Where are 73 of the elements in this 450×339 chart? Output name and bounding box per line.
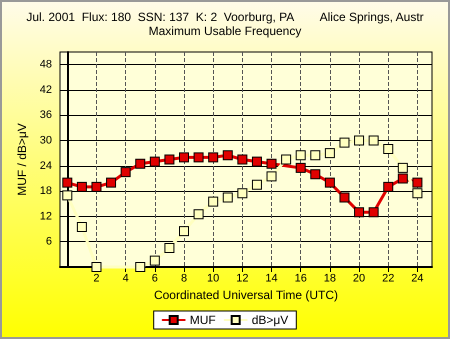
point (324, 148, 335, 158)
point (310, 169, 320, 180)
point (398, 173, 408, 184)
x-tick-label: 4 (122, 272, 129, 284)
point (76, 182, 87, 192)
point (383, 144, 394, 154)
point (62, 178, 72, 188)
y-tick-label: 6 (46, 236, 52, 248)
chart-title: Jul. 2001 Flux: 180 SSN: 137 K: 2 Voorburg, PA Alice Springs, Austr (26, 10, 424, 24)
point (412, 178, 422, 188)
point (339, 138, 350, 148)
x-axis-title: Coordinated Universal Time (UTC) (154, 288, 338, 302)
y-tick-label: 30 (40, 134, 52, 147)
y-tick-label: 18 (40, 185, 52, 198)
point (266, 158, 277, 169)
point (296, 162, 306, 173)
y-tick-label: 48 (40, 58, 52, 71)
point (194, 152, 204, 162)
x-tick-label: 10 (207, 272, 220, 284)
y-tick-label: 36 (40, 109, 52, 122)
x-tick-label: 16 (294, 272, 307, 284)
point (135, 262, 146, 272)
point (208, 152, 218, 162)
x-tick-label: 24 (411, 272, 424, 284)
y-tick-label: 12 (40, 210, 52, 222)
point (354, 136, 364, 146)
point (179, 152, 189, 162)
point (383, 182, 394, 192)
point (179, 226, 189, 236)
x-tick-label: 2 (93, 272, 100, 284)
point (91, 262, 102, 272)
point (310, 150, 320, 160)
point (164, 243, 174, 254)
x-tick-label: 6 (152, 272, 158, 284)
point (339, 192, 350, 202)
x-tick-label: 18 (324, 272, 336, 284)
y-axis-title: MUF / dB>μV (15, 123, 29, 196)
point (368, 136, 379, 146)
point (237, 154, 248, 164)
legend-label: dB>μV (252, 313, 288, 327)
point (281, 154, 292, 164)
x-tick-label: 8 (180, 272, 188, 284)
point (222, 150, 233, 160)
point (222, 192, 233, 202)
point (150, 156, 160, 167)
point (266, 171, 277, 182)
point (208, 196, 218, 207)
y-tick-label: 24 (40, 160, 52, 172)
point (106, 178, 116, 188)
legend-label: MUF (190, 313, 216, 327)
point (76, 222, 87, 232)
y-tick-label: 42 (40, 84, 52, 96)
x-tick-label: 12 (236, 272, 248, 284)
point (252, 156, 262, 167)
point (354, 207, 364, 218)
point (324, 178, 335, 188)
point (252, 180, 262, 190)
x-tick-label: 22 (382, 272, 394, 284)
point (91, 182, 102, 192)
point (135, 158, 146, 169)
point (120, 167, 131, 178)
point (398, 162, 408, 173)
x-tick-label: 14 (265, 272, 278, 284)
point (62, 190, 72, 200)
point (412, 188, 422, 198)
point (296, 150, 306, 160)
point (150, 256, 160, 266)
chart-subtitle: Maximum Usable Frequency (148, 24, 302, 38)
point (368, 207, 379, 218)
point (237, 188, 248, 198)
point (194, 209, 204, 220)
point (164, 154, 174, 164)
x-tick-label: 20 (352, 272, 366, 284)
